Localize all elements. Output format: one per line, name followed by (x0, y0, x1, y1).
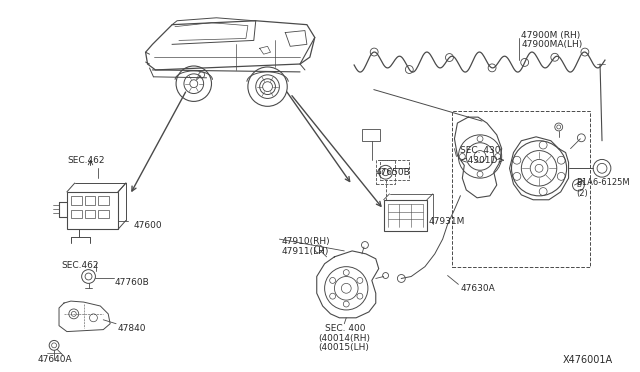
Bar (99, 209, 109, 218)
Text: B1A6-6125M
(2): B1A6-6125M (2) (577, 178, 630, 198)
Text: 47760B: 47760B (114, 279, 149, 288)
Bar (376, 160, 396, 184)
Bar (362, 129, 380, 141)
Text: 47911(LH): 47911(LH) (282, 247, 329, 256)
Bar (84, 196, 95, 205)
Bar (452, 111, 590, 267)
Text: (40015(LH): (40015(LH) (319, 343, 369, 352)
Text: 47900MA(LH): 47900MA(LH) (522, 41, 582, 49)
Text: (40014(RH): (40014(RH) (319, 334, 371, 343)
Text: 47600: 47600 (134, 221, 163, 230)
Bar (380, 160, 409, 180)
Text: 47931M: 47931M (429, 218, 465, 227)
Text: 47630A: 47630A (460, 284, 495, 294)
Bar (84, 209, 95, 218)
Text: SEC.462: SEC.462 (61, 261, 99, 270)
Bar (383, 200, 427, 231)
Text: SEC. 430: SEC. 430 (460, 146, 501, 155)
Text: 47840: 47840 (118, 324, 147, 333)
Text: B: B (576, 182, 580, 188)
Bar (99, 196, 109, 205)
Text: 47910(RH): 47910(RH) (282, 237, 330, 246)
Bar (71, 196, 82, 205)
Text: SEC. 400: SEC. 400 (324, 324, 365, 333)
Text: 47900M (RH): 47900M (RH) (522, 31, 580, 39)
Text: X476001A: X476001A (563, 355, 612, 365)
Text: 47640A: 47640A (37, 355, 72, 364)
Text: SEC.462: SEC.462 (67, 157, 104, 166)
Text: 47650B: 47650B (376, 168, 410, 177)
Bar (67, 192, 118, 229)
Text: <4301D>: <4301D> (460, 155, 506, 164)
Bar (71, 209, 82, 218)
